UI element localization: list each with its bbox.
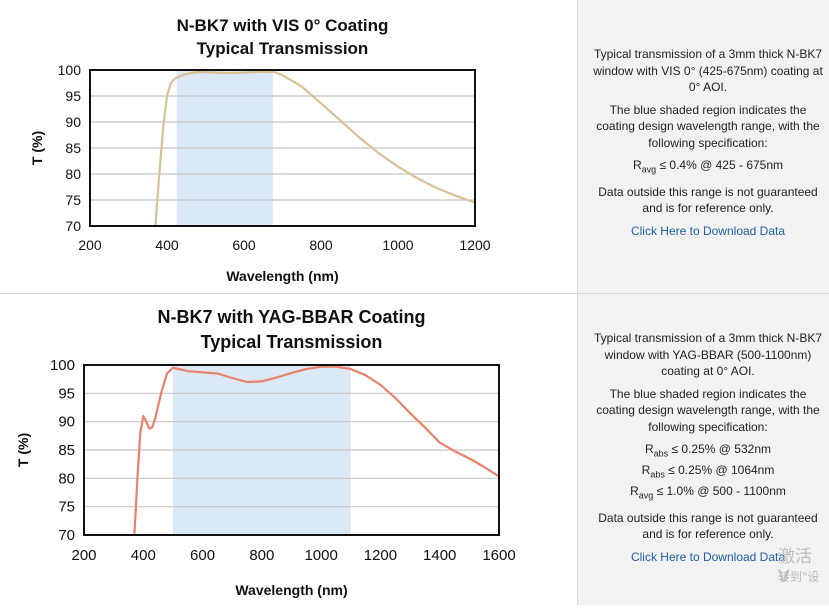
info-cell-vis: Typical transmission of a 3mm thick N-BK…: [578, 0, 829, 293]
y-tick-label: 95: [65, 88, 81, 104]
info-desc: Typical transmission of a 3mm thick N-BK…: [593, 47, 823, 94]
x-axis-label: Wavelength (nm): [235, 582, 347, 598]
spec-symbol: R: [632, 158, 642, 172]
x-tick-label: 200: [78, 237, 102, 253]
info-disclaimer: Data outside this range is not guarantee…: [598, 184, 818, 216]
y-tick-label: 80: [58, 470, 75, 487]
info-cell-yag: Typical transmission of a 3mm thick N-BK…: [578, 294, 829, 605]
x-tick-label: 600: [190, 547, 215, 564]
transmission-line: [154, 70, 476, 227]
x-tick-label: 800: [309, 237, 333, 253]
y-tick-label: 100: [58, 62, 82, 78]
watermark-line2: 转到"设: [778, 570, 820, 584]
x-tick-label: 400: [131, 547, 156, 564]
info-text-yag: Typical transmission of a 3mm thick N-BK…: [590, 330, 826, 571]
row-yag-coating: 70 75 80 85 90 95 100 200 400 600 800 1000 1200 1400 1…: [0, 294, 829, 605]
spec-line: Ravg ≤ 0.4% @ 425 - 675nm: [590, 157, 826, 178]
info-shade-note: The blue shaded region indicates the coa…: [596, 386, 820, 434]
spec-line: Ravg ≤ 1.0% @ 500 - 1100nm: [590, 483, 826, 504]
info-disclaimer: Data outside this range is not guarantee…: [598, 510, 818, 542]
y-tick-label: 80: [65, 166, 81, 182]
spec-line: Rabs ≤ 0.25% @ 532nm: [590, 441, 826, 462]
spec-list: Rabs ≤ 0.25% @ 532nm Rabs ≤ 0.25% @ 1064…: [590, 441, 826, 504]
spec-subscript: abs: [650, 469, 665, 480]
watermark-line1: 激活 V: [778, 547, 812, 587]
y-tick-label: 90: [65, 114, 81, 130]
info-text-vis: Typical transmission of a 3mm thick N-BK…: [590, 46, 826, 245]
spec-subscript: abs: [653, 448, 669, 459]
x-tick-label: 400: [155, 237, 179, 253]
y-tick-label: 100: [50, 357, 75, 374]
x-tick-label: 1200: [364, 547, 397, 564]
x-tick-label: 1000: [382, 237, 413, 253]
y-axis-label: T (%): [29, 131, 45, 165]
spec-value: ≤ 1.0% @ 500 - 1100nm: [653, 483, 786, 498]
spec-value: ≤ 0.4% @ 425 - 675nm: [656, 158, 784, 172]
x-axis-label: Wavelength (nm): [226, 268, 338, 284]
y-axis-label: T (%): [15, 433, 31, 467]
chart-subtitle: Typical Transmission: [201, 332, 383, 352]
info-shade-note: The blue shaded region indicates the coa…: [596, 102, 820, 150]
spec-subscript: avg: [638, 490, 654, 501]
transmission-line: [133, 365, 500, 536]
spec-symbol: R: [641, 462, 651, 477]
y-tick-label: 75: [58, 499, 75, 516]
x-tick-label: 800: [249, 547, 274, 564]
plot-frame: [83, 364, 500, 536]
chart-vis-coating: 70 75 80 85 90 95 100 200 400 600 800 1000 1200 N-BK7…: [29, 16, 491, 284]
spec-value: ≤ 0.25% @ 532nm: [668, 442, 772, 456]
info-desc: Typical transmission of a 3mm thick N-BK…: [593, 331, 823, 378]
y-tick-label: 85: [65, 140, 81, 156]
chart-yag-coating: 70 75 80 85 90 95 100 200 400 600 800 1000 1200 1400 1…: [15, 307, 516, 598]
spec-symbol: R: [644, 442, 654, 456]
plot-frame: [89, 69, 476, 227]
spec-value: ≤ 0.25% @ 1064nm: [664, 462, 775, 477]
y-tick-label: 75: [65, 192, 81, 208]
x-tick-label: 1000: [304, 547, 337, 564]
spec-symbol: R: [630, 483, 639, 498]
y-tick-label: 70: [65, 218, 81, 234]
download-data-link[interactable]: Click Here to Download Data: [630, 223, 786, 238]
spec-subscript: avg: [641, 164, 657, 175]
y-tick-label: 70: [58, 527, 75, 544]
y-tick-label: 90: [58, 414, 75, 431]
x-tick-label: 600: [232, 237, 256, 253]
chart-title: N-BK7 with VIS 0° Coating: [177, 16, 389, 35]
chart-cell-yag: 70 75 80 85 90 95 100 200 400 600 800 1000 1200 1400 1…: [0, 294, 578, 605]
download-data-link[interactable]: Click Here to Download Data: [630, 549, 786, 564]
chart-cell-vis: 70 75 80 85 90 95 100 200 400 600 800 1000 1200 N-BK7…: [0, 0, 578, 293]
row-vis-coating: 70 75 80 85 90 95 100 200 400 600 800 1000 1200 N-BK7…: [0, 0, 829, 294]
x-tick-label: 1200: [459, 237, 490, 253]
y-tick-label: 95: [58, 385, 75, 402]
x-tick-label: 1600: [482, 547, 515, 564]
chart-title: N-BK7 with YAG-BBAR Coating: [157, 307, 425, 327]
x-tick-label: 200: [71, 547, 96, 564]
x-tick-label: 1400: [423, 547, 456, 564]
chart-subtitle: Typical Transmission: [197, 39, 369, 58]
y-tick-label: 85: [58, 442, 75, 459]
spec-line: Rabs ≤ 0.25% @ 1064nm: [590, 462, 826, 483]
